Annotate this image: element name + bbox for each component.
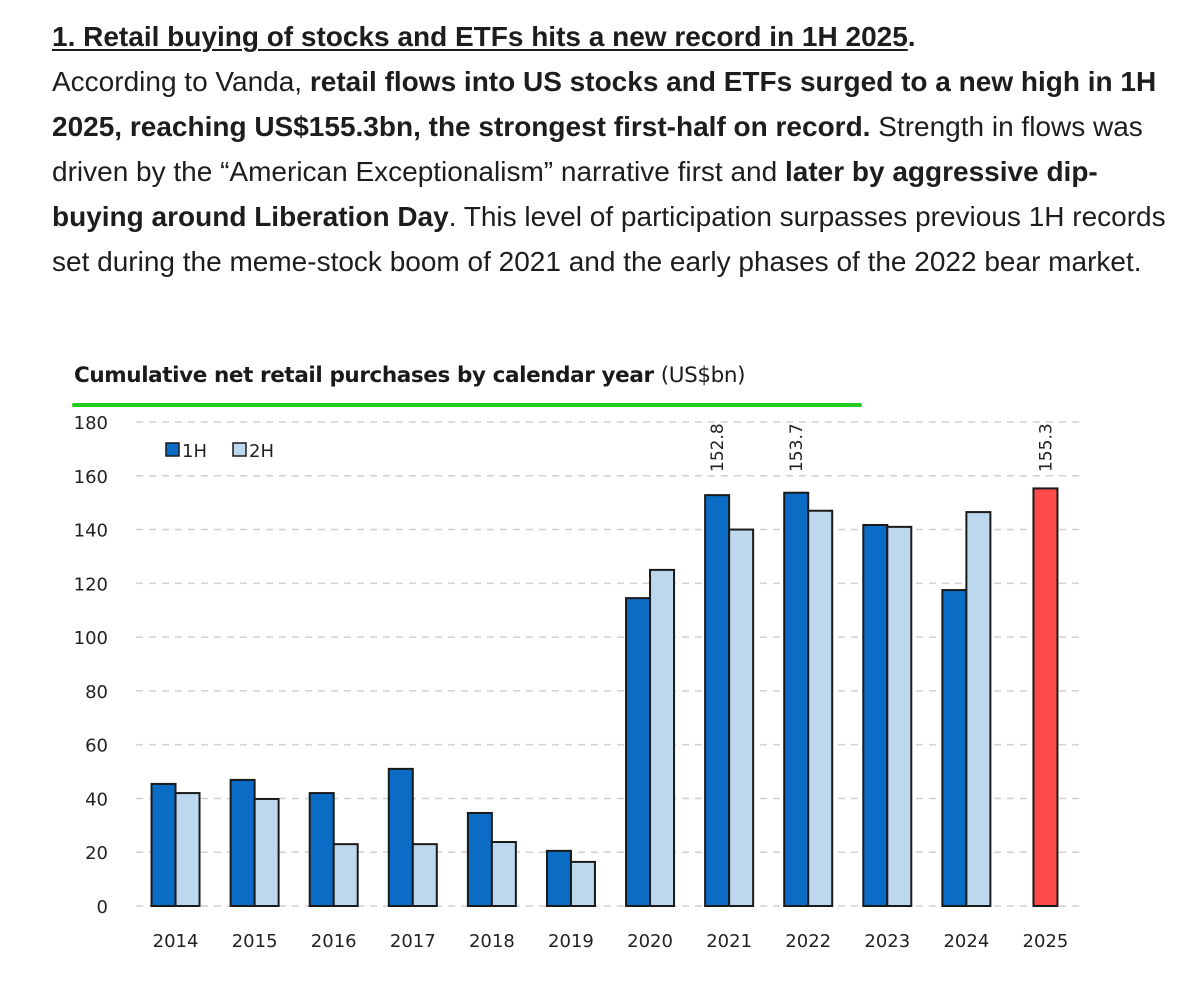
bar-2019-2H: [569, 860, 596, 907]
legend-swatch-2H: [232, 442, 247, 457]
bar-2017-2H: [411, 843, 438, 908]
y-tick-label: 140: [74, 521, 108, 542]
y-tick-label: 120: [74, 574, 108, 595]
x-tick-label: 2025: [1023, 931, 1069, 952]
x-tick-label: 2019: [548, 931, 594, 952]
legend-label: 1H: [182, 441, 207, 462]
bar-2014-1H: [150, 782, 177, 907]
data-label: 152.8: [708, 423, 728, 472]
text-segment: . This level of participation surpasses …: [52, 201, 1166, 277]
y-tick-label: 80: [85, 682, 108, 703]
data-label: 153.7: [787, 423, 807, 472]
bar-2023-2H: [886, 525, 913, 907]
bar-2024-2H: [965, 511, 992, 907]
bar-2015-2H: [253, 797, 280, 908]
bar-2023-1H: [862, 523, 889, 907]
bar-2016-1H: [308, 792, 335, 907]
y-tick-label: 0: [97, 897, 108, 918]
y-tick-label: 160: [74, 467, 108, 488]
x-tick-label: 2022: [785, 931, 831, 952]
article-paragraph: According to Vanda, retail flows into US…: [52, 59, 1182, 284]
title-underline: [72, 403, 862, 407]
x-tick-label: 2021: [706, 931, 752, 952]
bar-2022-1H: [783, 491, 810, 907]
bar-2025-1H: [1032, 487, 1059, 907]
x-tick-label: 2015: [232, 931, 278, 952]
y-tick-label: 20: [85, 843, 108, 864]
text-segment: According to Vanda,: [52, 66, 310, 97]
chart-title: Cumulative net retail purchases by calen…: [74, 363, 746, 388]
bar-2021-1H: [704, 494, 731, 907]
y-tick-label: 180: [74, 413, 108, 434]
bar-2021-2H: [728, 528, 755, 907]
legend-swatch-1H: [165, 442, 180, 457]
y-tick-label: 60: [85, 736, 108, 757]
bar-2020-2H: [649, 568, 676, 908]
x-tick-label: 2024: [943, 931, 989, 952]
article-heading: 1. Retail buying of stocks and ETFs hits…: [52, 21, 916, 52]
x-tick-label: 2014: [153, 931, 199, 952]
x-tick-label: 2020: [627, 931, 673, 952]
heading-link[interactable]: 1. Retail buying of stocks and ETFs hits…: [52, 21, 908, 52]
bar-2014-2H: [174, 792, 201, 907]
bar-2020-1H: [625, 597, 652, 907]
legend-label: 2H: [249, 441, 274, 462]
data-label: 155.3: [1036, 423, 1056, 472]
bar-2018-1H: [466, 811, 493, 907]
bar-2022-2H: [807, 509, 834, 907]
bold-text-segment: retail flows into US stocks and ETFs sur…: [52, 66, 1157, 142]
bar-2018-2H: [490, 841, 517, 908]
article-text: 1. Retail buying of stocks and ETFs hits…: [52, 14, 1182, 284]
bar-2015-1H: [229, 778, 256, 907]
bar-2016-2H: [332, 843, 359, 908]
bold-text-segment: later by aggressive dip-buying around Li…: [52, 156, 1098, 232]
chart-title-unit: (US$bn): [660, 363, 746, 388]
text-segment: Strength in flows was driven by the “Ame…: [52, 111, 1143, 187]
x-tick-label: 2017: [390, 931, 436, 952]
bar-2019-1H: [545, 849, 572, 908]
x-tick-label: 2018: [469, 931, 515, 952]
y-tick-label: 40: [85, 789, 108, 810]
bar-2017-1H: [387, 767, 414, 907]
bar-2024-1H: [941, 589, 968, 907]
x-tick-label: 2016: [311, 931, 357, 952]
x-tick-label: 2023: [864, 931, 910, 952]
y-tick-label: 100: [74, 628, 108, 649]
